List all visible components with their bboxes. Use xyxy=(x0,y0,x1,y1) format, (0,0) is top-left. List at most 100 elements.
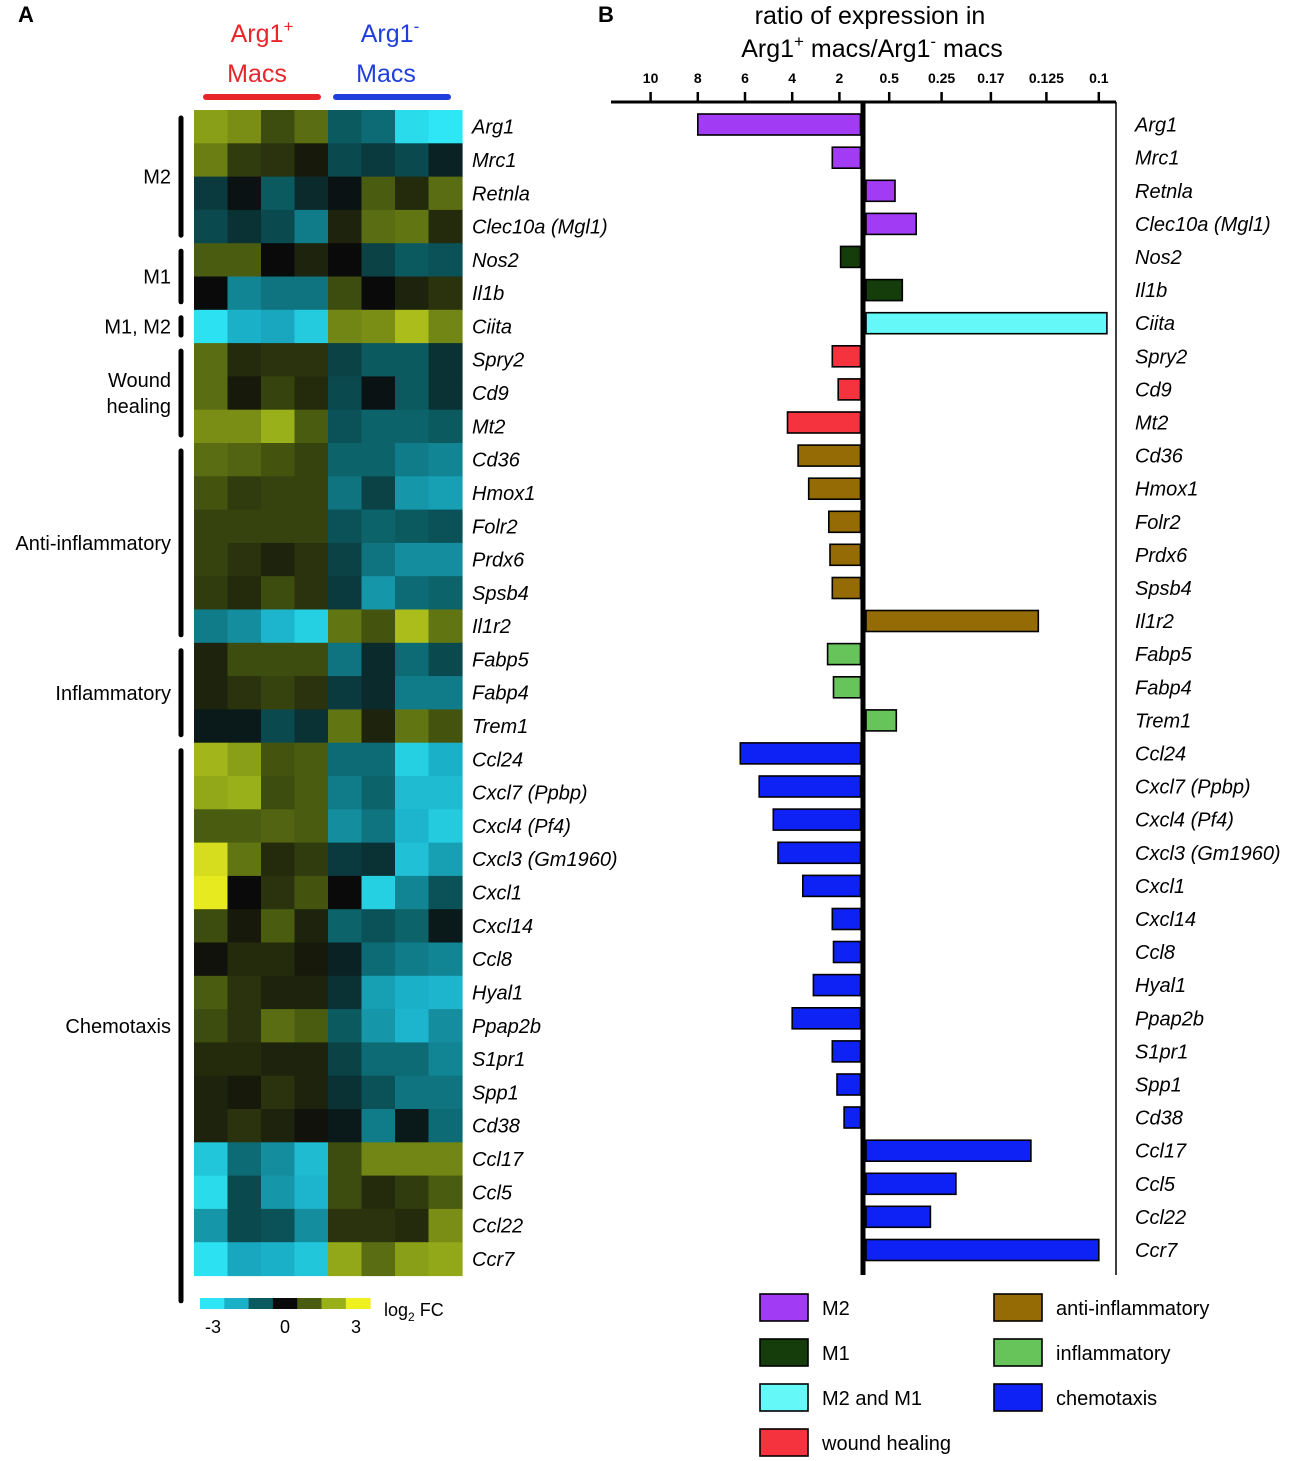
heatmap-cell xyxy=(227,942,262,977)
heatmap-cell xyxy=(227,742,262,777)
bar-hmox1 xyxy=(807,477,862,501)
heatmap-cell xyxy=(328,276,363,311)
legend-swatch-m1 xyxy=(759,1338,809,1367)
heatmap-cell xyxy=(428,809,463,844)
heatmap-cell xyxy=(194,576,229,611)
heatmap-cell xyxy=(361,975,396,1010)
bar-ccl5 xyxy=(865,1172,957,1196)
bar-arg1 xyxy=(696,113,862,136)
heatmap-cell xyxy=(294,209,329,244)
bar-gene-label: Fabp4 xyxy=(1135,677,1192,699)
heatmap-cell xyxy=(294,143,329,178)
heatmap-cell xyxy=(428,1242,463,1277)
bar-mrc1 xyxy=(831,146,862,169)
heatmap-cell xyxy=(428,110,463,144)
heatmap-cell xyxy=(194,176,229,211)
heatmap-cell xyxy=(328,1242,363,1277)
heatmap-cell xyxy=(328,176,363,211)
heatmap-cell xyxy=(428,842,463,877)
heatmap-cell xyxy=(261,709,296,744)
heatmap-cell xyxy=(294,1242,329,1277)
heatmap-cell xyxy=(361,1042,396,1077)
heatmap-cell xyxy=(395,875,430,910)
heatmap-gene-label: Cxcl14 xyxy=(472,916,533,938)
heatmap-gene-labels: Arg1 Mrc1 Retnla Clec10a (Mgl1) Nos2 Il1b Ciit… xyxy=(471,117,618,1271)
heatmap-cell xyxy=(361,742,396,777)
heatmap-gene-label: Ccl8 xyxy=(472,949,512,971)
bar-cxcl4-pf4 xyxy=(772,808,862,831)
color-key-swatch xyxy=(224,1298,250,1309)
heatmap-cell xyxy=(395,542,430,577)
heatmap-cell xyxy=(328,110,363,144)
bar-gene-label: Hyal1 xyxy=(1135,975,1186,997)
heatmap-cell xyxy=(328,576,363,611)
heatmap-cell xyxy=(227,809,262,844)
heatmap-cell xyxy=(395,676,430,710)
bar-chart-axis: 10 8 6 4 2 0.5 0.25 0.17 0.125 0.1 xyxy=(611,70,1117,1275)
bar-cd36 xyxy=(797,444,862,467)
heatmap-cell xyxy=(328,742,363,777)
heatmap-cell xyxy=(428,676,463,710)
heatmap-cell xyxy=(294,1109,329,1143)
heatmap-cell xyxy=(261,1109,296,1143)
heatmap-cell xyxy=(361,1142,396,1177)
heatmap-cell xyxy=(428,1208,463,1243)
bar-chart-title-line1: ratio of expression in xyxy=(755,2,986,30)
bar-ccl8 xyxy=(832,940,862,964)
heatmap-cell xyxy=(227,343,262,377)
bar-mt2 xyxy=(786,411,862,434)
heatmap-cell xyxy=(261,1075,296,1110)
heatmap-cell xyxy=(361,343,396,377)
heatmap-header: Arg1+ Macs Arg1- Macs xyxy=(203,17,451,100)
heatmap-gene-label: Ccr7 xyxy=(472,1249,515,1271)
bar-gene-label: Fabp5 xyxy=(1135,644,1193,666)
heatmap-cell xyxy=(261,1208,296,1243)
heatmap-cell xyxy=(227,576,262,611)
heatmap-cell xyxy=(294,909,329,944)
heatmap-cell xyxy=(194,1142,229,1177)
bar-gene-label: Ccl24 xyxy=(1135,743,1186,765)
heatmap-cell xyxy=(428,875,463,910)
bar-spp1 xyxy=(836,1073,862,1096)
bar-gene-label: Retnla xyxy=(1135,181,1193,203)
heatmap-gene-label: Nos2 xyxy=(472,250,519,272)
heatmap-cell xyxy=(227,609,262,644)
bar-gene-label: Cd38 xyxy=(1135,1108,1183,1130)
heatmap-cell xyxy=(194,776,229,810)
heatmap-cell xyxy=(227,975,262,1010)
heatmap-cell xyxy=(395,309,430,344)
heatmap-cell xyxy=(428,642,463,677)
heatmap-cell xyxy=(328,542,363,577)
bar-retnla xyxy=(865,179,896,203)
heatmap-cell xyxy=(194,343,229,377)
heatmap-cell xyxy=(194,509,229,544)
bar-spsb4 xyxy=(831,576,862,600)
bar-s1pr1 xyxy=(831,1040,862,1063)
heatmap-gene-label: Ppap2b xyxy=(472,1016,541,1038)
heatmap-cell xyxy=(361,776,396,810)
heatmap-cell xyxy=(428,509,463,544)
heatmap-cell xyxy=(361,1175,396,1210)
heatmap-cell xyxy=(227,509,262,544)
heatmap-cell xyxy=(328,1175,363,1210)
heatmap-cell xyxy=(294,243,329,278)
heatmap-cell xyxy=(227,709,262,744)
legend-label-m2: M2 xyxy=(822,1298,850,1320)
x-tick-label: 10 xyxy=(643,70,659,86)
heatmap-cell xyxy=(428,1009,463,1043)
heatmap-cell xyxy=(395,409,430,444)
heatmap-cell xyxy=(261,143,296,178)
heatmap-cell xyxy=(194,1042,229,1077)
heatmap-cell xyxy=(294,409,329,444)
legend-swatch-inflammatory xyxy=(993,1338,1043,1367)
heatmap-cell xyxy=(361,276,396,311)
heatmap-cell xyxy=(194,942,229,977)
heatmap-cell xyxy=(194,676,229,710)
bar-ppap2b xyxy=(791,1006,862,1030)
heatmap-cell xyxy=(328,309,363,344)
heatmap-cell xyxy=(361,509,396,544)
heatmap-cell xyxy=(294,1042,329,1077)
heatmap-cell xyxy=(261,443,296,477)
color-key-swatch xyxy=(248,1298,274,1309)
heatmap-cell xyxy=(261,176,296,211)
